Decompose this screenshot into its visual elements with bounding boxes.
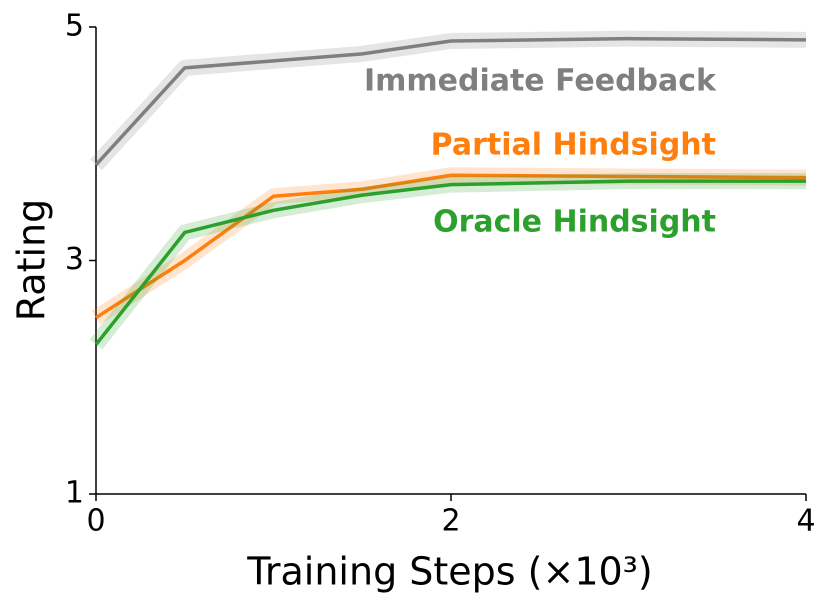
y-tick-label: 3: [65, 242, 84, 277]
series-label: Immediate Feedback: [364, 64, 717, 99]
line: [94, 179, 806, 346]
x-tick-label: 0: [86, 504, 105, 539]
x-axis-label: Training Steps (×10³): [246, 550, 653, 594]
y-tick-label: 5: [65, 9, 84, 44]
y-tick-label: 1: [65, 476, 84, 511]
x-tick-label: 2: [441, 504, 460, 539]
series-label: Oracle Hindsight: [433, 205, 716, 240]
series-label: Partial Hindsight: [431, 128, 716, 163]
y-axis-label: Rating: [10, 199, 54, 322]
line: [95, 173, 807, 320]
line: [94, 36, 807, 166]
x-tick-label: 4: [796, 504, 815, 539]
